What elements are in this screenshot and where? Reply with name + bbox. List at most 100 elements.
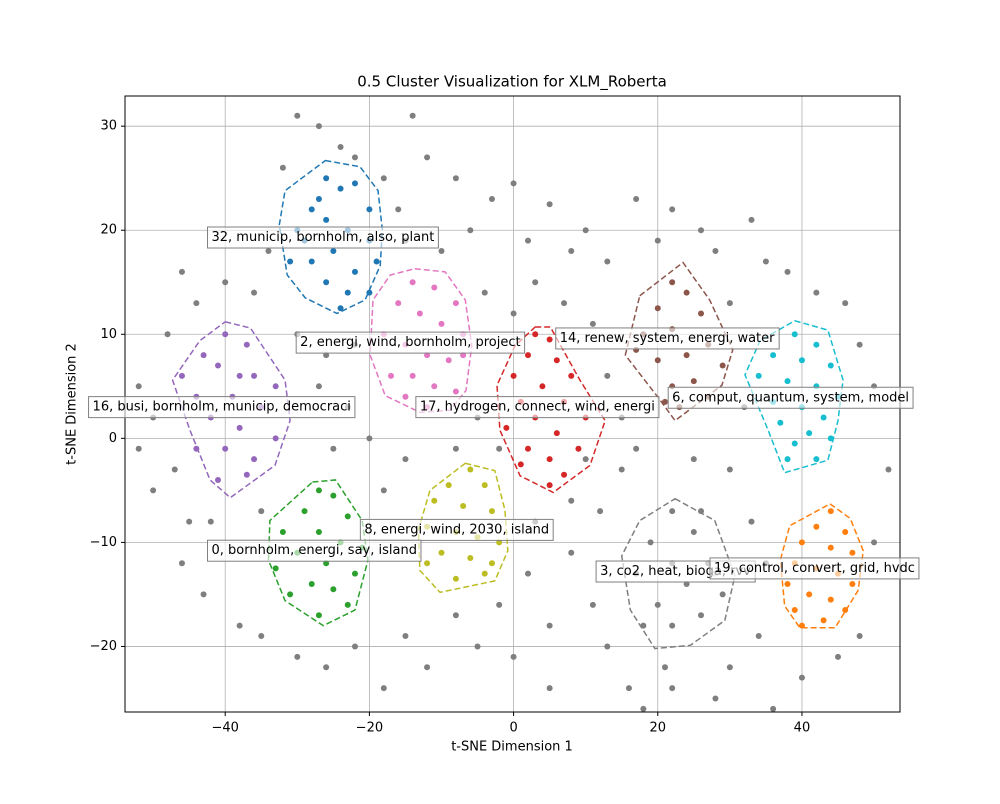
- cluster-point: [323, 279, 330, 286]
- noise-point: [178, 560, 185, 567]
- noise-point: [294, 112, 301, 119]
- noise-point: [424, 154, 431, 161]
- cluster-point: [452, 575, 459, 582]
- noise-point: [762, 258, 769, 265]
- x-axis-label: t-SNE Dimension 1: [451, 740, 573, 755]
- cluster-point: [791, 440, 798, 447]
- noise-point: [654, 237, 661, 244]
- cluster-hull: [369, 267, 473, 414]
- cluster-point: [669, 279, 676, 286]
- cluster-point: [481, 482, 488, 489]
- cluster-point: [820, 617, 827, 624]
- noise-point: [546, 201, 553, 208]
- noise-point: [337, 143, 344, 150]
- noise-point: [712, 695, 719, 702]
- noise-point: [546, 685, 553, 692]
- cluster-point: [683, 289, 690, 296]
- cluster-point: [488, 508, 495, 515]
- y-tick-label: 20: [100, 223, 117, 238]
- cluster-point: [236, 372, 243, 379]
- cluster-point: [409, 279, 416, 286]
- annotation-text: 19, control, convert, grid, hvdc: [714, 561, 915, 576]
- cluster-point: [539, 383, 546, 390]
- noise-point: [755, 633, 762, 640]
- noise-point: [150, 487, 157, 494]
- noise-point: [842, 300, 849, 307]
- noise-point: [402, 633, 409, 640]
- cluster-point: [330, 586, 337, 593]
- cluster-point: [719, 362, 726, 369]
- noise-point: [770, 705, 777, 712]
- noise-point: [633, 196, 640, 203]
- noise-point: [323, 664, 330, 671]
- cluster-point: [200, 352, 207, 359]
- cluster-point: [698, 310, 705, 317]
- noise-point: [351, 643, 358, 650]
- annotation-box: [207, 539, 422, 562]
- cluster-point: [784, 456, 791, 463]
- noise-point: [200, 591, 207, 598]
- cluster-point: [849, 549, 856, 556]
- cluster-point: [330, 248, 337, 255]
- cluster-point: [287, 258, 294, 265]
- noise-point: [669, 206, 676, 213]
- cluster-point: [416, 310, 423, 317]
- cluster-point: [525, 352, 531, 359]
- noise-point: [251, 289, 258, 296]
- noise-point: [452, 612, 459, 619]
- noise-point: [525, 570, 531, 577]
- noise-point: [294, 653, 301, 660]
- noise-point: [640, 705, 647, 712]
- y-tick-label: 30: [100, 119, 117, 134]
- y-tick-label: 10: [100, 327, 117, 342]
- cluster-point: [315, 528, 322, 535]
- cluster-point: [510, 372, 517, 379]
- cluster-point: [323, 175, 330, 182]
- noise-point: [380, 685, 387, 692]
- cluster-point: [661, 398, 668, 405]
- cluster-point: [251, 456, 258, 463]
- annotation-box: [88, 396, 356, 419]
- cluster-point: [344, 289, 351, 296]
- cluster-hull: [278, 159, 384, 315]
- cluster-point: [791, 331, 798, 338]
- cluster-point: [438, 549, 445, 556]
- cluster-point: [532, 331, 539, 338]
- noise-point: [589, 601, 596, 608]
- noise-point: [784, 268, 791, 275]
- cluster-point: [308, 581, 315, 588]
- noise-point: [380, 487, 387, 494]
- cluster-point: [784, 378, 791, 385]
- noise-point: [315, 123, 322, 130]
- noise-point: [236, 622, 243, 629]
- cluster-point: [719, 591, 726, 598]
- annotation-box: [667, 386, 914, 409]
- y-tick-label: −10: [90, 535, 117, 550]
- cluster-point: [842, 528, 849, 535]
- cluster-point: [553, 357, 560, 364]
- noise-point: [726, 664, 733, 671]
- noise-point: [424, 664, 431, 671]
- noise-point: [207, 518, 214, 525]
- cluster-point: [669, 508, 676, 515]
- cluster-point: [827, 544, 834, 551]
- cluster-point: [431, 497, 438, 504]
- cluster-point: [827, 435, 834, 442]
- cluster-point: [243, 471, 250, 478]
- cluster-point: [460, 502, 467, 509]
- cluster-point: [553, 430, 560, 437]
- cluster-hull: [496, 326, 606, 494]
- cluster-point: [827, 508, 834, 515]
- y-axis-label: t-SNE Dimension 2: [65, 343, 80, 465]
- noise-point: [186, 518, 193, 525]
- noise-point: [135, 445, 142, 452]
- noise-point: [409, 112, 416, 119]
- cluster-point: [215, 476, 221, 483]
- noise-point: [258, 633, 265, 640]
- noise-point: [568, 549, 575, 556]
- cluster-point: [654, 357, 661, 364]
- cluster-point: [308, 206, 315, 213]
- noise-point: [604, 643, 611, 650]
- noise-point: [835, 653, 841, 660]
- cluster-point: [366, 206, 373, 213]
